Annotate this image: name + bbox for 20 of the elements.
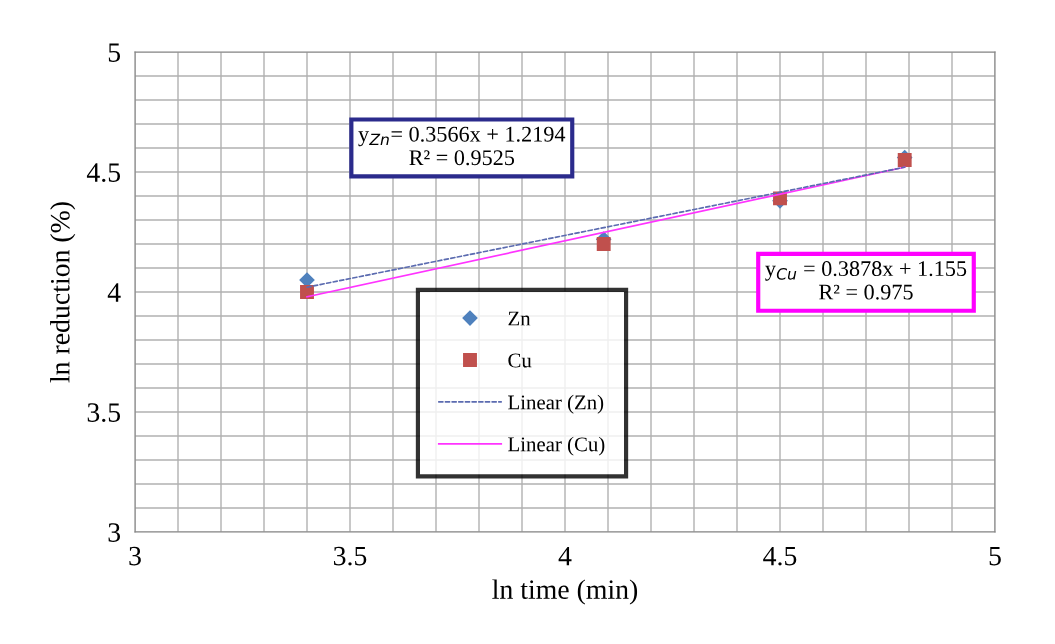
x-tick-label: 5 <box>989 546 1001 566</box>
legend-label: Cu <box>508 353 532 368</box>
y-axis-title: ln reduction (%) <box>50 202 76 383</box>
x-tick-label: 3 <box>129 546 141 566</box>
y-tick-label: 4.5 <box>86 163 121 183</box>
point <box>596 237 611 251</box>
annotation: y$_{Cu}$ = 0.3878x + 1.155 R² = 0.975 <box>765 261 967 300</box>
x-tick-label: 3.5 <box>333 546 367 566</box>
x-tick-label: 4 <box>558 546 572 566</box>
legend-label: Zn <box>508 311 531 326</box>
y-tick-label: 3 <box>108 523 121 542</box>
x-tick-label: 4.5 <box>763 546 797 566</box>
y-tick-label: 5 <box>108 43 121 62</box>
point <box>897 153 912 167</box>
annotation: y$_{Zn}$= 0.3566x + 1.2194 R² = 0.9525 <box>358 126 566 166</box>
legend-label: Linear (Cu) <box>508 436 605 456</box>
y-tick-label: 3.5 <box>87 403 121 423</box>
x-axis-title: ln time (min) <box>492 579 638 605</box>
y-tick-label: 4 <box>107 283 121 302</box>
legend-label: Linear (Zn) <box>508 394 604 414</box>
